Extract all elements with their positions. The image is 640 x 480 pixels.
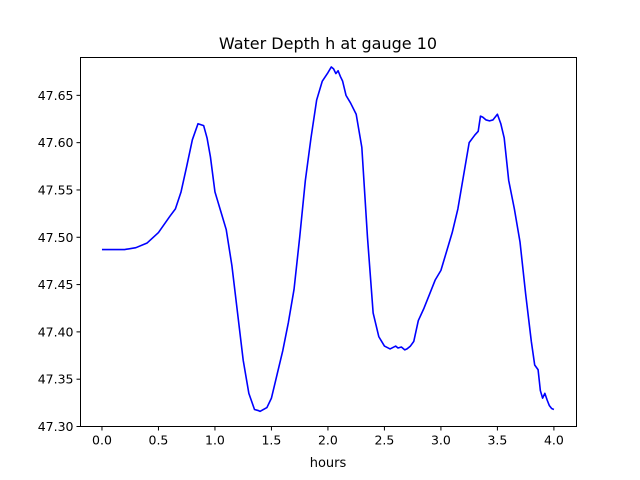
x-tick-label: 1.0 (205, 433, 225, 448)
x-tick-label: 4.0 (544, 433, 564, 448)
y-tick-label: 47.55 (38, 182, 74, 197)
x-tick-label: 0.5 (149, 433, 169, 448)
y-tick-label: 47.40 (38, 324, 74, 339)
x-tick-label: 2.5 (374, 433, 394, 448)
y-tick-label: 47.45 (38, 277, 74, 292)
x-axis-label: hours (310, 456, 347, 471)
y-tick-label: 47.60 (38, 135, 74, 150)
x-tick-label: 3.5 (487, 433, 507, 448)
plot-area (101, 66, 555, 413)
x-tick-label: 0.0 (92, 433, 112, 448)
series-line-1 (101, 66, 555, 413)
y-tick-label: 47.35 (38, 372, 74, 387)
y-axis: 47.30 47.35 47.40 47.45 47.50 47.55 47.60 47.65 (38, 88, 81, 434)
y-tick-label: 47.65 (38, 88, 74, 103)
y-tick-label: 47.30 (38, 419, 74, 434)
x-axis: 0.0 0.5 1.0 1.5 2.0 2.5 3.0 3.5 4.0 (92, 426, 564, 448)
x-tick-label: 1.5 (261, 433, 281, 448)
chart-title: Water Depth h at gauge 10 (219, 34, 437, 53)
x-tick-label: 3.0 (431, 433, 451, 448)
x-tick-label: 2.0 (318, 433, 338, 448)
plot-frame (80, 57, 577, 427)
y-tick-label: 47.50 (38, 230, 74, 245)
